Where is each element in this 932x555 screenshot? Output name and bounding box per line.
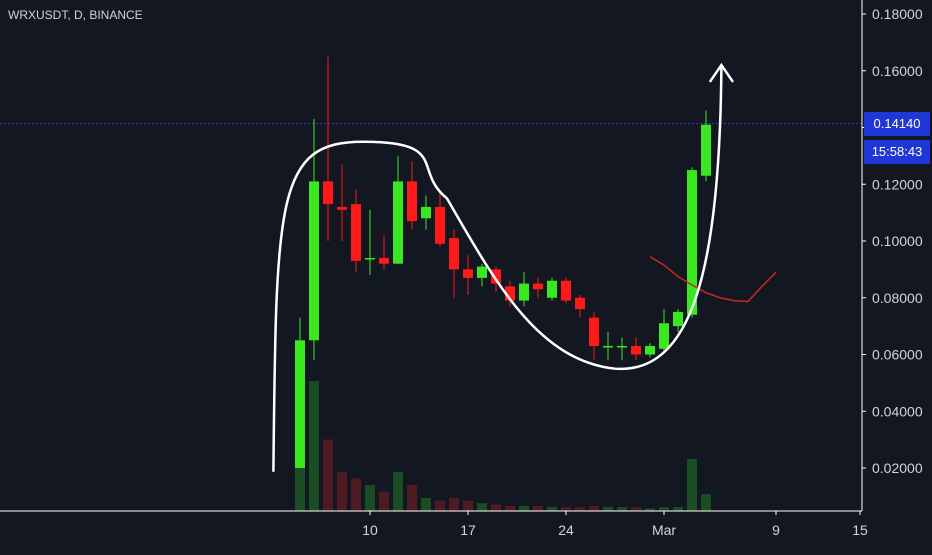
y-tick-label: 0.06000: [872, 347, 923, 363]
y-tick-label: 0.16000: [872, 63, 923, 79]
y-tick-label: 0.18000: [872, 6, 923, 22]
volume-bar: [645, 508, 655, 511]
candle-body: [673, 311, 683, 327]
volume-bar: [617, 507, 627, 511]
volume-bar: [575, 507, 585, 511]
candle-body: [337, 206, 347, 210]
candle-body: [421, 206, 431, 219]
volume-bar: [435, 500, 445, 511]
volume-bar: [365, 485, 375, 511]
candle-body: [533, 283, 543, 290]
candle-body: [365, 258, 375, 260]
volume-bar: [505, 505, 515, 511]
candle-body: [379, 258, 389, 264]
candle-body: [351, 204, 361, 261]
candle-body: [505, 286, 515, 301]
candle-body: [477, 266, 487, 278]
cup-annotation-curve: [272, 63, 723, 473]
candle-body: [589, 317, 599, 346]
y-tick-label: 0.12000: [872, 176, 923, 192]
volume-bar: [547, 507, 557, 511]
volume-bar: [561, 507, 571, 511]
volume-bar: [533, 505, 543, 511]
volume-bar: [337, 472, 347, 511]
candle-body: [687, 170, 697, 315]
candle-body: [323, 181, 333, 205]
candle-body: [631, 345, 641, 355]
volume-bar: [463, 500, 473, 511]
candle-body: [561, 280, 571, 301]
countdown-badge: 15:58:43: [864, 139, 930, 164]
candle-body: [295, 340, 305, 468]
candle-body: [659, 323, 669, 349]
candle-body: [519, 283, 529, 301]
volume-bar: [323, 439, 333, 511]
symbol-title: WRXUSDT, D, BINANCE: [8, 8, 143, 22]
volume-bar: [379, 491, 389, 511]
x-tick-label: 15: [852, 522, 868, 538]
volume-bar: [589, 505, 599, 511]
volume-bar: [295, 439, 305, 511]
candle-body: [393, 181, 403, 264]
volume-bar: [631, 507, 641, 511]
volume-bar: [421, 498, 431, 511]
candle-body: [449, 238, 459, 270]
candle-body: [407, 181, 417, 222]
x-tick-label: Mar: [652, 522, 676, 538]
volume-bar: [351, 478, 361, 511]
volume-bar: [491, 504, 501, 511]
candle-body: [603, 345, 613, 348]
x-tick-label: 24: [558, 522, 574, 538]
current-price-badge: 0.14140: [864, 111, 930, 136]
volume-bar: [309, 381, 319, 511]
y-tick-label: 0.08000: [872, 290, 923, 306]
candle-body: [309, 181, 319, 341]
volume-bar: [477, 503, 487, 511]
candle-body: [701, 124, 711, 176]
candle-body: [547, 280, 557, 298]
moving-average-line: [649, 255, 777, 303]
arrow-head: [709, 62, 734, 83]
volume-bar: [687, 459, 697, 511]
x-tick-label: 17: [460, 522, 476, 538]
x-tick-label: 10: [362, 522, 378, 538]
volume-bar: [393, 472, 403, 511]
x-tick-label: 9: [772, 522, 780, 538]
candle-body: [463, 269, 473, 278]
volume-bar: [603, 507, 613, 511]
volume-bar: [449, 498, 459, 511]
candle-body: [575, 297, 585, 310]
candle-body: [617, 345, 627, 348]
volume-bar: [673, 507, 683, 511]
volume-bar: [407, 485, 417, 511]
candle-body: [491, 269, 501, 284]
candle-body: [435, 206, 445, 244]
y-tick-label: 0.02000: [872, 460, 923, 476]
volume-bar: [659, 507, 669, 511]
candle-body: [645, 345, 655, 355]
y-tick-label: 0.10000: [872, 233, 923, 249]
y-tick-label: 0.04000: [872, 403, 923, 419]
volume-bar: [519, 505, 529, 511]
volume-bar: [701, 494, 711, 511]
